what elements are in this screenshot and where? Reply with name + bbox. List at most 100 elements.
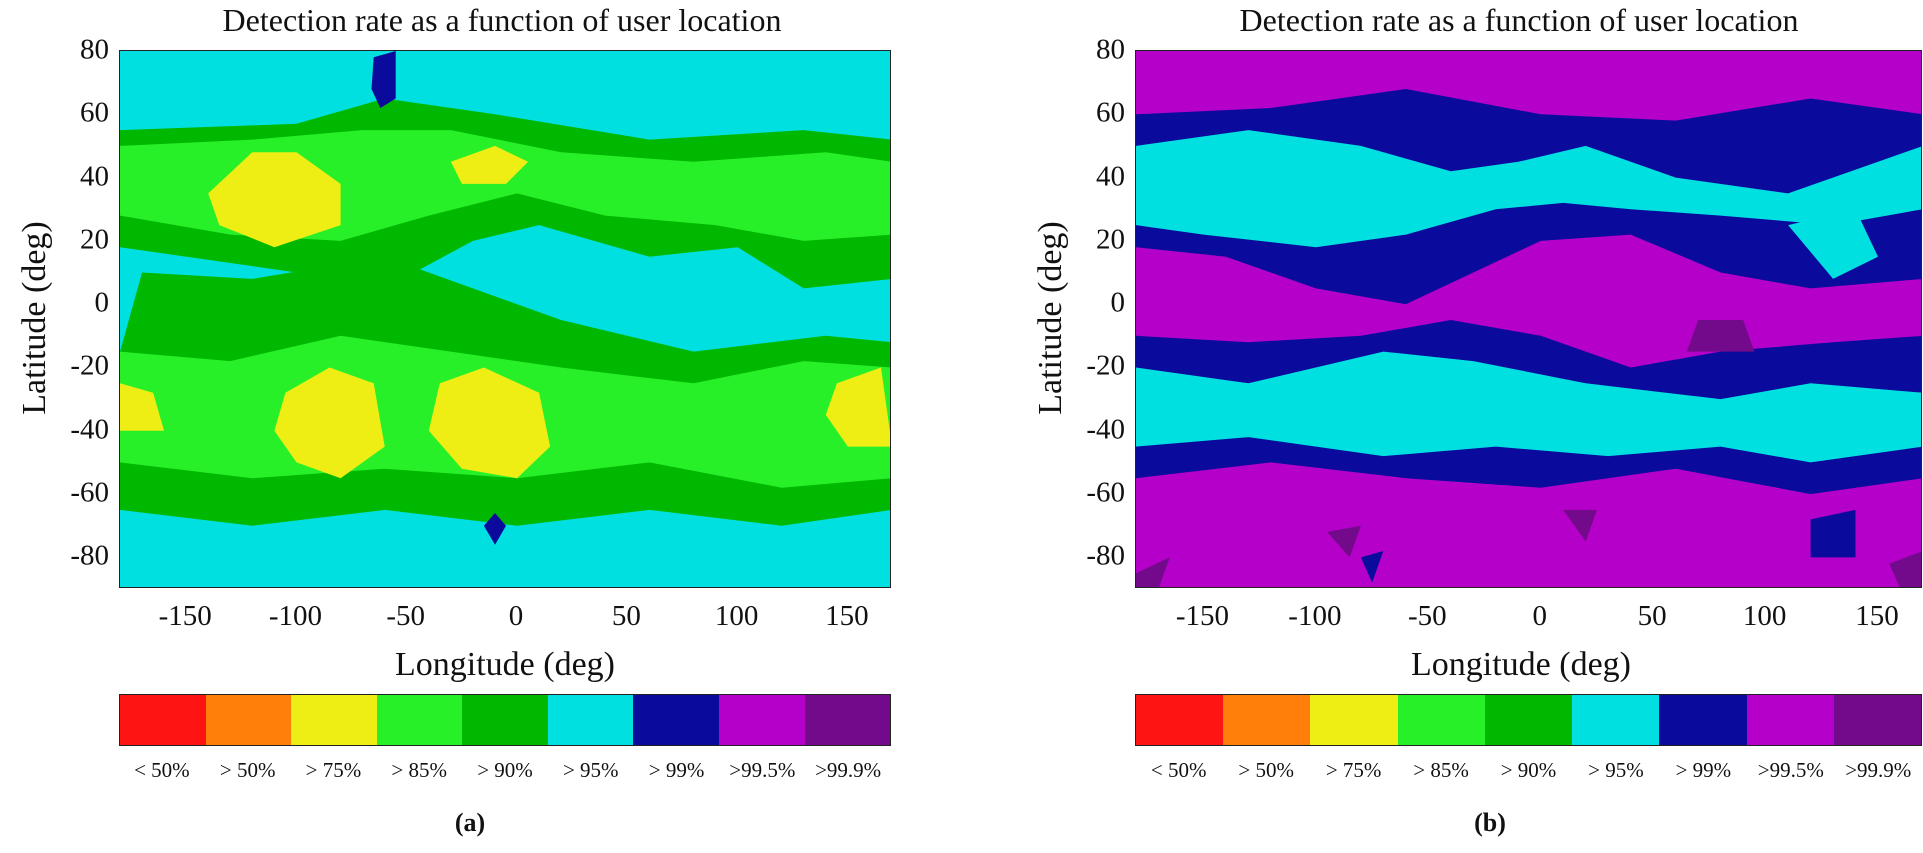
colorbar-swatch xyxy=(1659,695,1747,745)
y-tick-label: -40 xyxy=(70,413,109,446)
contour-region xyxy=(208,152,341,248)
colorbar-swatch xyxy=(547,695,634,745)
figure-caption: (a) xyxy=(454,808,486,837)
x-tick-label: -50 xyxy=(1407,600,1447,632)
colorbar-swatch xyxy=(1484,695,1573,745)
chart-title: Detection rate as a function of user loc… xyxy=(222,2,782,38)
figure-caption: (b) xyxy=(1474,808,1506,837)
contour-region xyxy=(1327,525,1361,558)
x-tick-label: 50 xyxy=(1637,600,1667,632)
colorbar-label: > 50% xyxy=(219,758,276,782)
contour-region xyxy=(1889,551,1921,587)
y-tick-label: 80 xyxy=(80,33,109,66)
colorbar-swatch xyxy=(1310,695,1398,745)
heatmap-plot xyxy=(119,50,891,588)
y-tick-label: -80 xyxy=(1086,539,1125,572)
colorbar-label: > 95% xyxy=(1588,758,1644,782)
y-tick-label: -20 xyxy=(70,349,109,382)
colorbar-swatch xyxy=(1223,695,1311,745)
heatmap-plot xyxy=(1135,50,1922,588)
colorbar-label: < 50% xyxy=(134,758,190,782)
contour-region xyxy=(371,51,396,108)
y-tick-label: 0 xyxy=(1110,286,1126,319)
colorbar xyxy=(1135,694,1922,746)
x-tick-label: 150 xyxy=(825,600,869,632)
y-tick-label: -80 xyxy=(70,539,109,572)
colorbar-label: >99.9% xyxy=(1845,758,1912,782)
colorbar-label: > 85% xyxy=(1413,758,1469,782)
colorbar-label: > 99% xyxy=(648,758,705,782)
contour-region xyxy=(483,513,506,545)
x-tick-label: 0 xyxy=(508,600,524,632)
y-tick-label: -60 xyxy=(70,476,109,509)
colorbar-swatch xyxy=(1136,695,1224,745)
colorbar-label: > 75% xyxy=(1325,758,1382,782)
contour-svg xyxy=(1136,51,1921,587)
colorbar-label: < 50% xyxy=(1150,758,1207,782)
colorbar-swatch xyxy=(1833,695,1921,745)
x-tick-label: -150 xyxy=(1175,600,1230,632)
colorbar-label: > 85% xyxy=(391,758,448,782)
colorbar-swatch xyxy=(462,695,548,745)
contour-region xyxy=(1810,509,1856,558)
contour-region xyxy=(825,367,890,447)
colorbar-label: >99.5% xyxy=(729,758,796,782)
colorbar-label: > 90% xyxy=(1500,758,1557,782)
contour-region xyxy=(1563,509,1597,542)
y-tick-label: 0 xyxy=(94,286,110,319)
x-tick-label: -150 xyxy=(158,600,212,632)
y-tick-label: -40 xyxy=(1086,413,1125,446)
colorbar-label: > 99% xyxy=(1675,758,1732,782)
colorbar-swatch xyxy=(633,695,719,745)
x-tick-label: 150 xyxy=(1855,600,1899,632)
x-tick-label: 100 xyxy=(1742,600,1787,632)
y-tick-label: 60 xyxy=(1096,96,1125,129)
contour-region xyxy=(120,383,165,431)
chart-panel-a: Detection rate as a function of user loc… xyxy=(16,2,891,837)
colorbar-swatch xyxy=(804,695,891,745)
chart-title: Detection rate as a function of user loc… xyxy=(1239,2,1799,38)
y-tick-label: -60 xyxy=(1086,476,1125,509)
x-tick-label: -100 xyxy=(268,600,323,632)
colorbar-label: > 95% xyxy=(562,758,619,782)
colorbar-swatch xyxy=(1572,695,1660,745)
contour-region xyxy=(274,367,385,479)
x-tick-label: -50 xyxy=(386,600,426,632)
colorbar-label: >99.5% xyxy=(1757,758,1824,782)
contour-region xyxy=(1788,209,1878,279)
chart-panel-b: Detection rate as a function of user loc… xyxy=(1016,0,1923,853)
x-axis-label: Longitude (deg) xyxy=(1411,646,1631,683)
colorbar-swatch xyxy=(291,695,377,745)
y-tick-label: 20 xyxy=(1096,223,1125,256)
x-axis-label: Longitude (deg) xyxy=(395,646,615,683)
contour-region xyxy=(428,367,551,479)
colorbar-swatch xyxy=(1397,695,1485,745)
colorbar-swatch xyxy=(1746,695,1834,745)
contour-region xyxy=(1360,551,1384,583)
y-tick-label: -20 xyxy=(1086,349,1125,382)
contour-region xyxy=(1136,351,1921,463)
colorbar-label: >99.9% xyxy=(815,758,882,782)
x-tick-label: 50 xyxy=(611,600,641,632)
y-tick-label: 40 xyxy=(80,160,109,193)
y-tick-label: 40 xyxy=(1096,160,1125,193)
colorbar-swatch xyxy=(205,695,292,745)
x-tick-label: 100 xyxy=(714,600,759,632)
colorbar-swatch xyxy=(376,695,463,745)
colorbar xyxy=(119,694,891,746)
colorbar-label: > 75% xyxy=(305,758,362,782)
y-tick-label: 60 xyxy=(80,96,109,129)
colorbar-label: > 90% xyxy=(477,758,533,782)
contour-svg xyxy=(120,51,890,587)
colorbar-swatch xyxy=(718,695,805,745)
contour-region xyxy=(1136,557,1170,587)
colorbar-swatch xyxy=(120,695,206,745)
colorbar-label: > 50% xyxy=(1238,758,1294,782)
y-tick-label: 80 xyxy=(1096,33,1125,66)
x-tick-label: 0 xyxy=(1532,600,1547,632)
y-tick-label: 20 xyxy=(80,223,109,256)
x-tick-label: -100 xyxy=(1288,600,1342,632)
contour-region xyxy=(450,145,529,184)
contour-region xyxy=(1136,130,1921,248)
contour-region xyxy=(1686,320,1755,352)
